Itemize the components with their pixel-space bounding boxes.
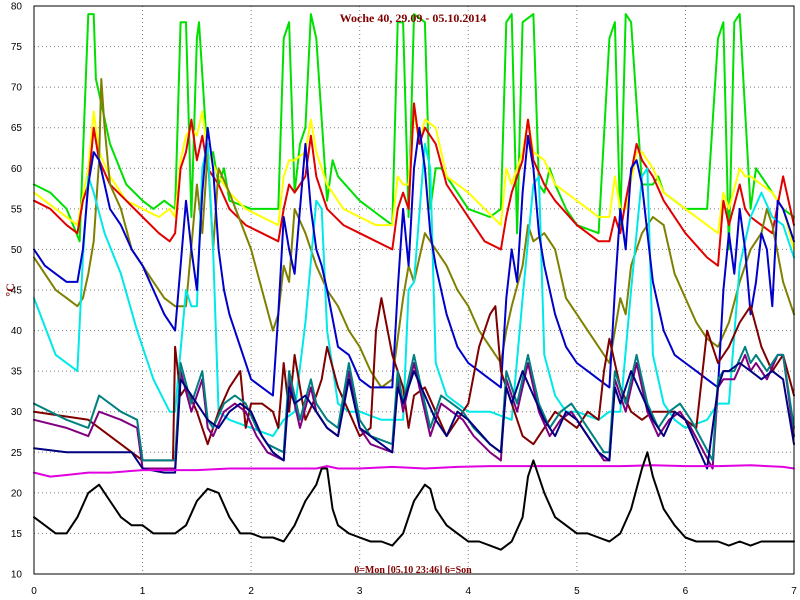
chart-title: Woche 40, 29.09 - 05.10.2014 (340, 11, 487, 25)
x-tick-label: 1 (140, 586, 146, 597)
y-tick-label: 50 (11, 245, 23, 256)
y-tick-label: 40 (11, 326, 23, 337)
y-tick-label: 10 (11, 570, 23, 581)
grid-layer (33, 5, 795, 575)
x-tick-label: 6 (683, 586, 689, 597)
y-tick-label: 45 (11, 286, 23, 297)
label-layer: Woche 40, 29.09 - 05.10.2014 0=Mon [05.1… (3, 11, 486, 576)
series-line-0 (33, 13, 795, 251)
y-tick-label: 30 (11, 407, 23, 418)
y-tick-label: 25 (11, 448, 23, 459)
series-layer (33, 13, 795, 551)
series-line-6 (33, 297, 795, 462)
y-tick-label: 15 (11, 529, 23, 540)
series-line-3 (33, 78, 795, 389)
y-tick-label: 35 (11, 367, 23, 378)
series-line-8 (33, 345, 795, 462)
y-tick-label: 65 (11, 123, 23, 134)
x-tick-label: 0 (31, 586, 37, 597)
series-line-10 (33, 464, 795, 478)
x-tick-label: 2 (248, 586, 254, 597)
y-tick-label: 20 (11, 488, 23, 499)
series-line-11 (33, 451, 795, 551)
series-line-5 (33, 126, 795, 397)
series-line-9 (33, 362, 795, 474)
plot-frame (33, 5, 795, 575)
y-tick-label: 60 (11, 164, 23, 175)
x-tick-label: 5 (574, 586, 580, 597)
y-tick-label: 80 (11, 2, 23, 13)
y-tick-label: 70 (11, 83, 23, 94)
y-tick-label: 55 (11, 204, 23, 215)
x-tick-label: 7 (791, 586, 797, 597)
chart-footer: 0=Mon [05.10 23:46] 6=Son (354, 565, 472, 576)
y-axis-label: °C (3, 283, 17, 296)
x-tick-label: 3 (357, 586, 363, 597)
series-line-2 (33, 102, 795, 267)
y-tick-label: 75 (11, 42, 23, 53)
x-tick-label: 4 (466, 586, 472, 597)
